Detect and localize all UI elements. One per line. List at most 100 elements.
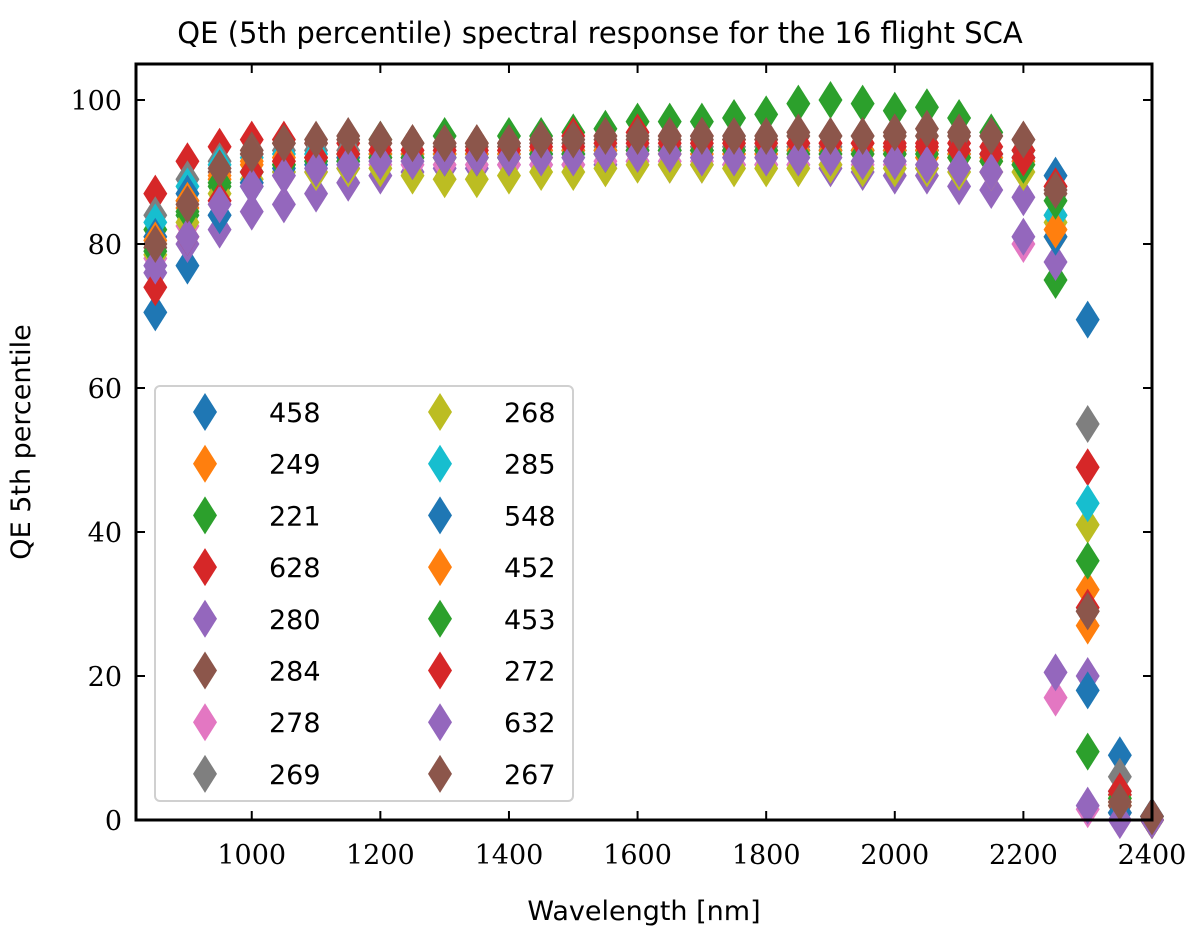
data-point bbox=[850, 142, 875, 181]
legend-marker bbox=[428, 599, 452, 638]
data-point bbox=[1075, 732, 1100, 771]
legend-label: 284 bbox=[269, 657, 321, 688]
data-point bbox=[882, 113, 907, 152]
data-point bbox=[786, 84, 811, 123]
data-point bbox=[529, 120, 554, 159]
data-point bbox=[1043, 243, 1068, 281]
data-point bbox=[947, 113, 972, 152]
data-point bbox=[239, 192, 264, 231]
legend-label: 267 bbox=[504, 760, 556, 791]
data-point bbox=[1075, 786, 1100, 825]
legend-entry-284: 284 bbox=[193, 651, 321, 690]
data-point bbox=[1075, 448, 1100, 487]
legend-entry-272: 272 bbox=[428, 651, 556, 690]
legend-entry-452: 452 bbox=[428, 548, 556, 587]
data-point bbox=[979, 117, 1004, 155]
legend-marker bbox=[193, 548, 217, 587]
legend-label: 249 bbox=[269, 450, 321, 481]
data-point bbox=[979, 153, 1004, 191]
data-point bbox=[496, 124, 521, 163]
legend-marker bbox=[428, 444, 452, 483]
legend-label: 272 bbox=[504, 657, 556, 688]
data-points bbox=[143, 81, 1164, 839]
data-point bbox=[432, 160, 457, 199]
y-tick-label: 60 bbox=[88, 374, 122, 405]
x-tick-label: 2400 bbox=[1118, 840, 1187, 871]
legend-entry-267: 267 bbox=[428, 754, 556, 793]
data-point bbox=[818, 81, 843, 119]
data-point bbox=[304, 174, 329, 213]
x-tick-label: 1600 bbox=[603, 840, 672, 871]
legend-label: 278 bbox=[269, 708, 321, 739]
legend-entry-280: 280 bbox=[193, 599, 321, 638]
chart-title: QE (5th percentile) spectral response fo… bbox=[177, 16, 1023, 50]
legend-marker bbox=[193, 703, 217, 742]
data-point bbox=[239, 167, 264, 206]
data-point bbox=[818, 138, 843, 177]
data-point bbox=[818, 117, 843, 155]
data-point bbox=[1075, 405, 1100, 443]
data-point bbox=[271, 156, 296, 195]
data-point bbox=[689, 117, 714, 155]
legend-entry-269: 269 bbox=[193, 754, 321, 793]
legend-marker bbox=[193, 754, 217, 793]
data-point bbox=[304, 120, 329, 159]
data-point bbox=[1043, 653, 1068, 692]
y-tick-label: 40 bbox=[88, 518, 122, 549]
x-axis-label: Wavelength [nm] bbox=[527, 896, 760, 927]
data-point bbox=[914, 145, 939, 184]
legend-marker bbox=[193, 496, 217, 535]
y-axis-label: QE 5th percentile bbox=[6, 324, 37, 559]
data-point bbox=[143, 268, 168, 307]
data-point bbox=[336, 145, 361, 184]
data-point bbox=[143, 174, 168, 213]
x-tick-label: 1800 bbox=[732, 840, 801, 871]
x-tick-label: 2200 bbox=[989, 840, 1058, 871]
data-point bbox=[1075, 671, 1100, 710]
data-point bbox=[464, 160, 489, 199]
data-point bbox=[143, 293, 168, 332]
data-point bbox=[850, 117, 875, 155]
data-point bbox=[722, 117, 747, 155]
data-point bbox=[368, 142, 393, 181]
legend-box bbox=[154, 385, 574, 802]
legend-label: 628 bbox=[269, 553, 321, 584]
legend-marker bbox=[428, 703, 452, 742]
data-point bbox=[239, 135, 264, 173]
data-point bbox=[1011, 120, 1036, 159]
data-point bbox=[1043, 171, 1068, 209]
y-tick-label: 0 bbox=[105, 806, 122, 837]
legend-marker bbox=[428, 754, 452, 793]
data-point bbox=[175, 185, 200, 224]
data-point bbox=[207, 185, 232, 224]
data-point bbox=[1043, 210, 1068, 249]
legend-label: 269 bbox=[269, 760, 321, 791]
axis-ticks: 1000 1200 1400 1600 1800 2000 2200 2400 0 20 40 60 8… bbox=[70, 64, 1186, 871]
data-point bbox=[271, 185, 296, 224]
data-point bbox=[625, 117, 650, 155]
legend-marker bbox=[193, 651, 217, 690]
data-point bbox=[850, 84, 875, 123]
plot-frame bbox=[134, 62, 1154, 822]
legend-label: 221 bbox=[269, 501, 321, 532]
data-point bbox=[786, 138, 811, 177]
legend-label: 453 bbox=[504, 605, 556, 636]
y-tick-label: 80 bbox=[88, 230, 122, 261]
legend-marker bbox=[428, 496, 452, 535]
legend-marker bbox=[428, 651, 452, 690]
legend-label: 458 bbox=[269, 398, 321, 429]
data-point bbox=[657, 117, 682, 155]
legend-label: 268 bbox=[504, 398, 556, 429]
data-point bbox=[175, 246, 200, 285]
legend-entry-249: 249 bbox=[193, 444, 321, 483]
x-tick-label: 1000 bbox=[217, 840, 286, 871]
legend-label: 452 bbox=[504, 553, 556, 584]
data-point bbox=[914, 88, 939, 127]
data-point bbox=[304, 149, 329, 188]
series-632 bbox=[143, 135, 1164, 839]
legend-label: 280 bbox=[269, 605, 321, 636]
data-point bbox=[1075, 505, 1100, 544]
legend-marker bbox=[193, 444, 217, 483]
legend-entry-285: 285 bbox=[428, 444, 556, 483]
